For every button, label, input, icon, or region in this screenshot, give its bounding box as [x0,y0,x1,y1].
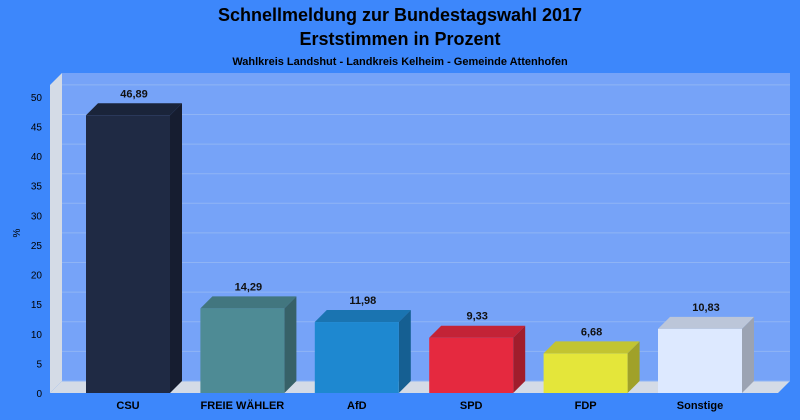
bar-top [429,325,526,338]
bar-front [658,328,742,393]
x-tick-label: CSU [116,400,139,412]
bar-side [398,310,411,393]
bar-spd: 9,33 [429,311,526,393]
bar-top [200,296,297,309]
bar-front [543,353,628,393]
x-tick-label: FDP [575,400,597,412]
bars-group: 46,89 14,29 11,98 9,33 6,68 10,83 [86,88,754,394]
chart-subsubtitle: Wahlkreis Landshut - Landkreis Kelheim -… [232,56,568,68]
bar-front [200,308,285,393]
y-tick-label: 20 [31,271,43,282]
y-tick-label: 10 [31,330,43,341]
y-axis-label: % [12,228,23,237]
y-tick-label: 5 [36,359,42,370]
chart-subtitle: Erststimmen in Prozent [299,29,500,49]
y-tick-label: 35 [31,182,43,193]
bar-top [543,341,640,354]
bar-top [86,103,182,116]
data-label: 6,68 [581,326,602,338]
y-tick-label: 45 [31,122,43,133]
bar-front [86,115,170,394]
y-tick-label: 50 [31,93,43,104]
bar-freie-w-hler: 14,29 [200,281,297,393]
bar-top [314,310,411,323]
bar-side [170,103,182,394]
data-label: 9,33 [466,311,487,323]
x-tick-label: Sonstige [677,400,723,412]
chart-title: Schnellmeldung zur Bundestagswahl 2017 [218,5,582,25]
x-tick-label: AfD [347,400,367,412]
y-axis-ticks: 0 5 10 15 20 25 30 35 40 45 50 [31,93,43,400]
data-label: 46,89 [120,88,148,100]
bar-fdp: 6,68 [543,326,640,393]
bar-front [429,337,514,393]
data-label: 10,83 [692,302,720,314]
category-labels: CSU FREIE WÄHLER AfD SPD FDP Sonstige [116,399,723,412]
y-tick-label: 40 [31,152,43,163]
bar-afd: 11,98 [314,295,411,393]
x-tick-label: FREIE WÄHLER [201,399,285,412]
bar-top [658,316,754,329]
side-wall [50,73,62,393]
bar-side [513,325,526,393]
bar-side [627,341,640,393]
data-label: 14,29 [235,281,263,293]
data-label: 11,98 [349,295,376,307]
bar-sonstige: 10,83 [658,302,754,393]
y-tick-label: 30 [31,211,43,222]
bar-front [314,322,399,393]
y-tick-label: 0 [36,389,42,400]
x-tick-label: SPD [460,400,483,412]
bar-side [742,316,754,393]
bar-side [284,296,297,393]
y-tick-label: 15 [31,300,43,311]
y-tick-label: 25 [31,241,43,252]
bar-csu: 46,89 [86,88,182,394]
